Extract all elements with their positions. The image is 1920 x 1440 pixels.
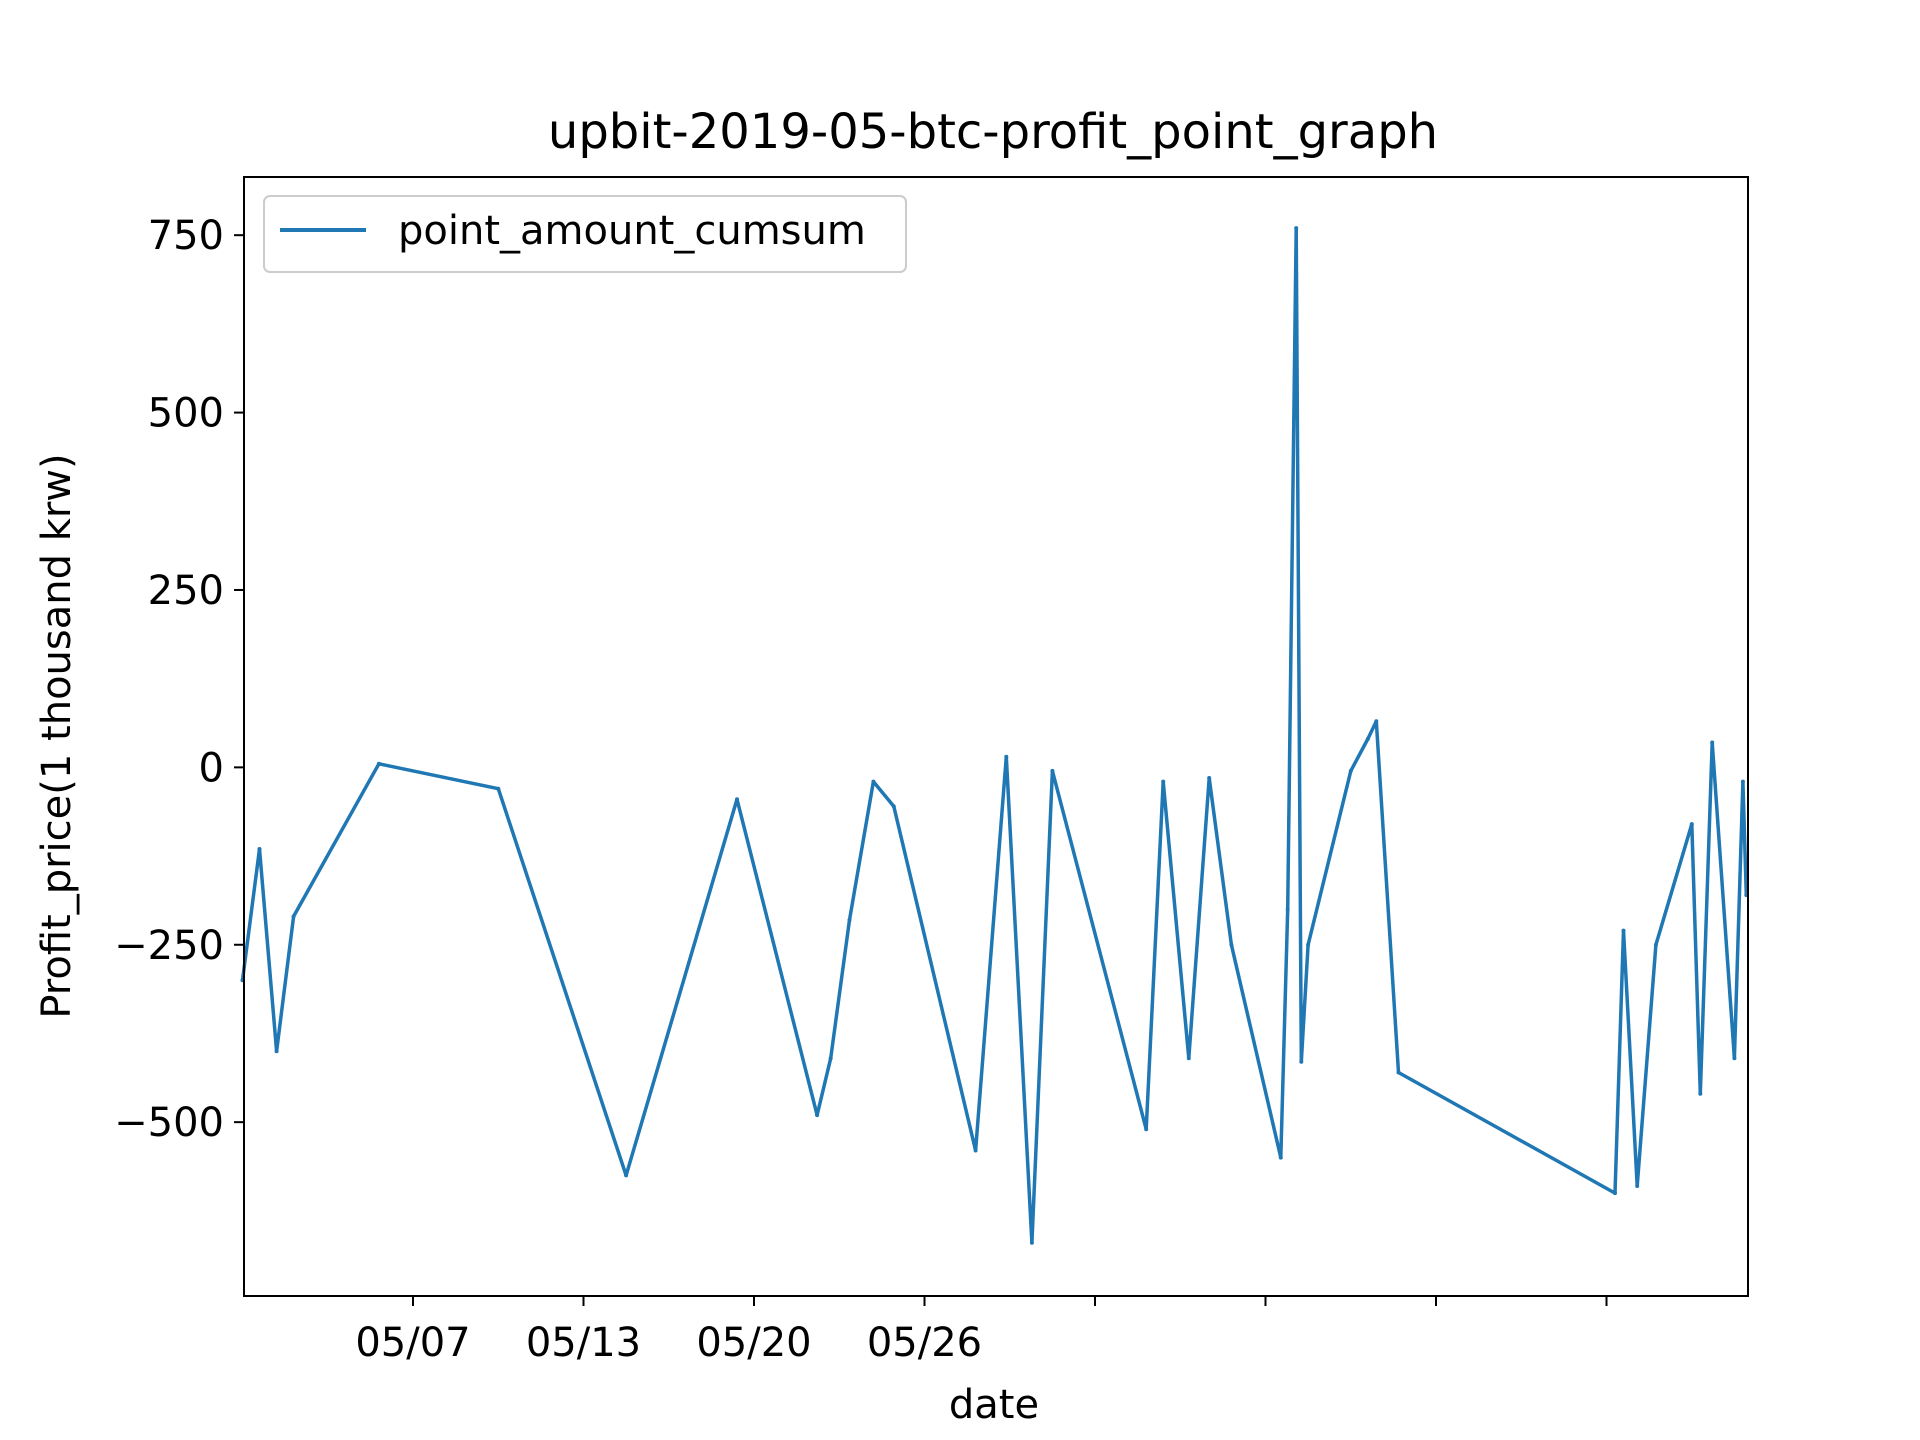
data-point — [828, 1056, 833, 1061]
series-line — [240, 226, 1749, 1245]
data-point — [624, 1173, 629, 1178]
data-point — [291, 914, 296, 919]
data-point — [1396, 1070, 1401, 1075]
x-tick-label: 05/20 — [696, 1320, 811, 1366]
y-axis: 750 500 250 0 −250 −500 — [114, 213, 244, 1146]
data-point — [973, 1148, 978, 1153]
data-point — [1374, 719, 1379, 724]
data-point — [1613, 1191, 1617, 1196]
y-tick-label: 750 — [148, 213, 224, 259]
data-point — [1207, 776, 1212, 780]
data-point — [1004, 754, 1009, 759]
data-point — [1144, 1127, 1149, 1132]
data-point — [735, 797, 739, 802]
plot-frame — [243, 176, 1749, 1297]
data-point — [1348, 768, 1353, 773]
data-point — [1285, 907, 1290, 912]
data-point — [1653, 942, 1658, 947]
chart-title: upbit-2019-05-btc-profit_point_graph — [548, 104, 1438, 160]
y-axis-title: Profit_price(1 thousand krw) — [34, 453, 80, 1018]
data-point — [496, 786, 501, 791]
data-point — [1698, 1091, 1703, 1096]
data-point — [1299, 1059, 1304, 1064]
data-point — [847, 917, 852, 922]
data-point — [1229, 942, 1234, 947]
legend-label: point_amount_cumsum — [398, 208, 866, 254]
data-point — [891, 804, 896, 809]
y-tick-label: −250 — [114, 923, 224, 969]
y-tick-label: 0 — [199, 745, 224, 791]
data-point — [1710, 740, 1715, 745]
x-axis: 05/07 05/13 05/20 05/26 — [355, 1296, 1608, 1366]
data-point — [1365, 737, 1370, 741]
data-point — [815, 1113, 820, 1118]
data-point — [1689, 822, 1694, 827]
data-point — [871, 779, 876, 784]
legend: point_amount_cumsum — [263, 195, 907, 273]
legend-box — [263, 195, 907, 273]
data-point — [1740, 779, 1745, 784]
data-point — [1635, 1184, 1640, 1188]
x-tick-label: 05/13 — [526, 1320, 641, 1366]
data-point — [1186, 1056, 1191, 1061]
x-tick-label: 05/26 — [867, 1320, 982, 1366]
data-point — [1621, 928, 1626, 933]
y-tick-label: 500 — [148, 391, 224, 437]
data-point — [1278, 1155, 1283, 1160]
x-axis-title: date — [949, 1382, 1039, 1428]
data-point — [1161, 779, 1166, 784]
data-point — [376, 761, 381, 766]
data-point — [257, 847, 262, 851]
data-point — [1306, 942, 1311, 947]
x-tick-label: 05/07 — [355, 1320, 470, 1366]
data-point — [274, 1049, 279, 1054]
y-tick-label: 250 — [148, 568, 224, 614]
data-point — [1029, 1240, 1034, 1245]
y-tick-label: −500 — [114, 1100, 224, 1146]
data-point — [1294, 226, 1299, 231]
data-point — [1732, 1056, 1737, 1061]
data-point — [1050, 768, 1055, 773]
